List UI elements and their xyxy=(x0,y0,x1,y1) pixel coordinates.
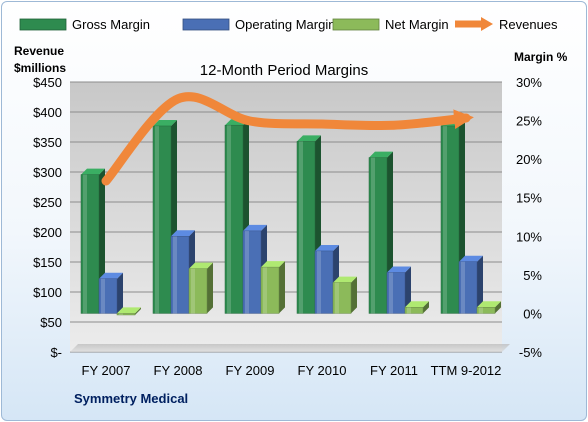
bar-net-margin xyxy=(476,301,501,314)
bar-operating-margin xyxy=(386,266,411,314)
left-tick-label: $250 xyxy=(33,195,62,210)
left-tick-label: $400 xyxy=(33,105,62,120)
left-tick-label: $200 xyxy=(33,225,62,240)
right-tick-label: 15% xyxy=(516,191,542,206)
legend-item: Net Margin xyxy=(332,17,449,32)
left-axis: $- $50 $100 $150 $200 $250 $300 $350 $400 $450 xyxy=(33,75,62,360)
right-tick-label: 30% xyxy=(516,75,542,90)
category-label: FY 2011 xyxy=(370,363,418,378)
bar-group xyxy=(80,119,501,316)
right-tick-label: 20% xyxy=(516,152,542,167)
legend-label: Net Margin xyxy=(385,17,449,32)
legend: Gross Margin Operating Margin Net Margin Re… xyxy=(19,17,558,32)
category-label: FY 2008 xyxy=(154,363,203,378)
category-label: FY 2009 xyxy=(226,363,275,378)
grid-lines xyxy=(70,81,502,353)
legend-item: Revenues xyxy=(455,17,558,32)
company-name: Symmetry Medical xyxy=(74,391,188,406)
right-axis: -5% 0% 5% 10% 15% 20% 25% 30% xyxy=(516,75,542,360)
right-tick-label: 25% xyxy=(516,114,542,129)
bar-net-margin xyxy=(260,261,285,314)
left-tick-label: $300 xyxy=(33,165,62,180)
left-axis-title-line1: Revenue xyxy=(14,44,64,58)
right-tick-label: 0% xyxy=(523,306,542,321)
chart-floor xyxy=(70,344,510,352)
revenue-line-path xyxy=(101,92,474,186)
revenue-line xyxy=(101,92,474,186)
x-axis: FY 2007 FY 2008 FY 2009 FY 2010 FY 2011 TTM 9… xyxy=(82,363,502,378)
right-tick-label: 10% xyxy=(516,229,542,244)
left-tick-label: $- xyxy=(50,345,62,360)
left-tick-label: $350 xyxy=(33,135,62,150)
bar-operating-margin xyxy=(98,272,123,314)
category-label: FY 2010 xyxy=(298,363,347,378)
legend-label: Gross Margin xyxy=(72,17,150,32)
left-tick-label: $450 xyxy=(33,75,62,90)
legend-item: Operating Margin xyxy=(182,17,335,32)
left-axis-title-line2: $millions xyxy=(14,61,66,75)
left-tick-label: $150 xyxy=(33,255,62,270)
bar-net-margin xyxy=(332,276,357,314)
bar-net-margin xyxy=(116,307,141,316)
right-tick-label: 5% xyxy=(523,268,542,283)
legend-label: Revenues xyxy=(499,17,558,32)
bar-net-margin xyxy=(188,262,213,314)
left-tick-label: $100 xyxy=(33,285,62,300)
left-tick-label: $50 xyxy=(40,315,62,330)
category-label: FY 2007 xyxy=(82,363,131,378)
chart-title: 12-Month Period Margins xyxy=(200,62,368,79)
right-axis-title: Margin % xyxy=(514,50,568,64)
right-tick-label: -5% xyxy=(519,345,543,360)
bar-net-margin xyxy=(404,301,429,314)
legend-label: Operating Margin xyxy=(235,17,335,32)
category-label: TTM 9-2012 xyxy=(431,363,502,378)
bar-operating-margin xyxy=(458,255,483,314)
legend-item: Gross Margin xyxy=(19,17,150,32)
